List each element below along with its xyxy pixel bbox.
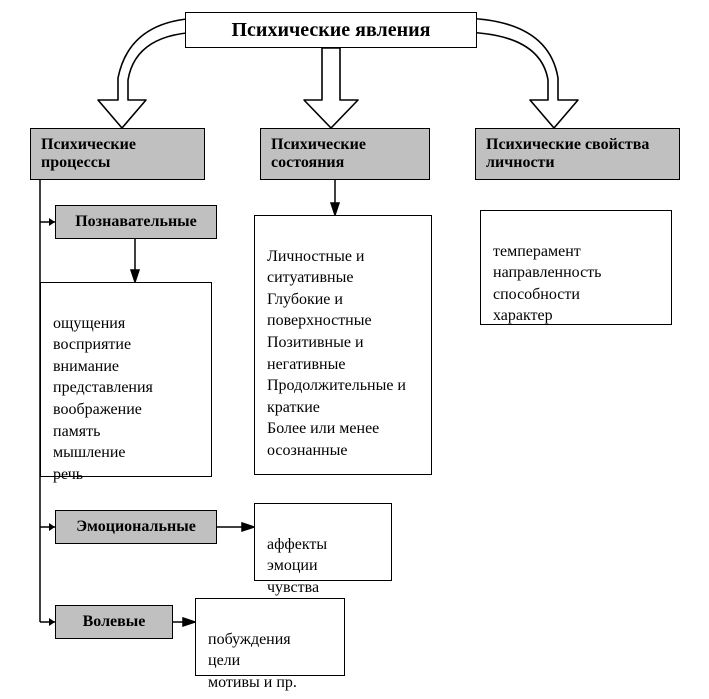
traits-header-text: Психические свойства личности bbox=[486, 136, 669, 172]
cognitive-list-text: ощущения восприятие внимание представлен… bbox=[53, 315, 153, 483]
big-arrow-middle bbox=[304, 48, 358, 128]
volitional-header-text: Волевые bbox=[83, 613, 146, 631]
processes-header: Психические процессы bbox=[30, 128, 205, 180]
cognitive-list: ощущения восприятие внимание представлен… bbox=[40, 282, 212, 477]
emotional-header-text: Эмоциональные bbox=[76, 518, 196, 536]
volitional-list-text: побуждения цели мотивы и пр. bbox=[208, 631, 297, 691]
arrow-states-down bbox=[331, 180, 339, 215]
traits-header: Психические свойства личности bbox=[475, 128, 680, 180]
title-text: Психические явления bbox=[231, 19, 430, 42]
emotional-list-text: аффекты эмоции чувства bbox=[267, 536, 327, 596]
emotional-list: аффекты эмоции чувства bbox=[254, 503, 392, 581]
cognitive-header: Познавательные bbox=[55, 205, 217, 239]
emotional-header: Эмоциональные bbox=[55, 510, 217, 544]
states-header: Психические состояния bbox=[260, 128, 430, 180]
states-header-text: Психические состояния bbox=[271, 136, 419, 172]
states-list-text: Личностные и ситуативные Глубокие и пове… bbox=[267, 248, 406, 459]
processes-header-text: Психические процессы bbox=[41, 136, 194, 172]
traits-list: темперамент направленность способности х… bbox=[480, 210, 672, 325]
cognitive-header-text: Познавательные bbox=[75, 213, 197, 231]
arrow-emotional-right bbox=[217, 523, 254, 531]
volitional-header: Волевые bbox=[55, 605, 173, 639]
volitional-list: побуждения цели мотивы и пр. bbox=[195, 598, 345, 676]
title-box: Психические явления bbox=[185, 12, 477, 48]
arrow-cognitive-down bbox=[131, 239, 139, 282]
states-list: Личностные и ситуативные Глубокие и пове… bbox=[254, 215, 432, 475]
arrow-volitional-right bbox=[173, 618, 195, 626]
traits-list-text: темперамент направленность способности х… bbox=[493, 243, 601, 325]
